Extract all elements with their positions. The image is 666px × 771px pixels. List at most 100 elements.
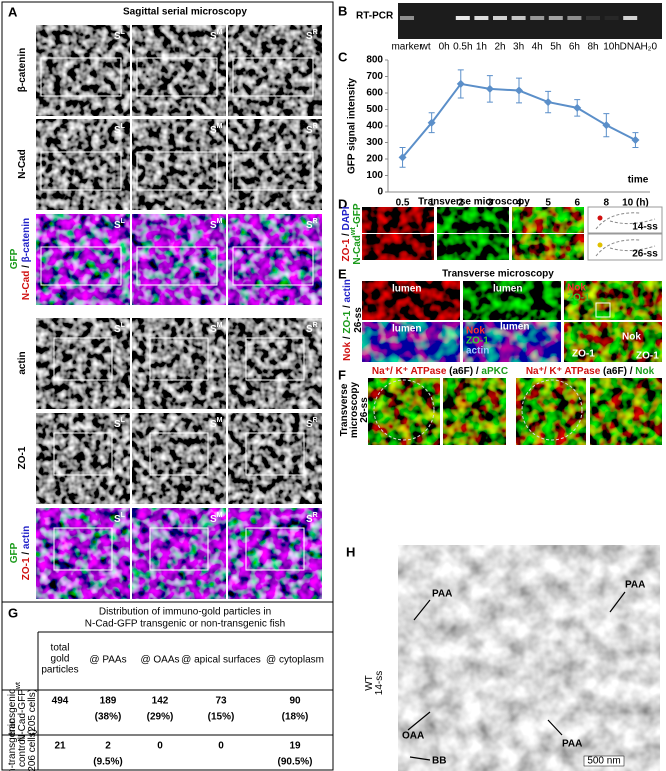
image-label: actin (466, 346, 489, 357)
row-label-line: 26-ss (353, 307, 364, 333)
gel-band (548, 16, 563, 20)
image-label: ZO-1 (466, 336, 489, 347)
label-part: WT (364, 675, 375, 691)
plane: R (313, 417, 318, 424)
gel-band (530, 16, 545, 20)
side-label: Transverse microscopy 26-ss (339, 381, 370, 438)
section-label: SL (114, 512, 126, 524)
image-label: lumen (500, 322, 529, 333)
section: S (114, 31, 121, 42)
heading: Na⁺/ K⁺ ATPase (a6F) / Nok (526, 366, 655, 377)
label-part: actin (342, 279, 353, 302)
label-part: ZO-1 (17, 446, 28, 469)
gel-band (400, 16, 414, 20)
outline (136, 57, 218, 97)
em-label: BB (432, 756, 446, 767)
marker (398, 153, 407, 162)
column-header: @ cytoplasm (266, 655, 324, 666)
section-label: SM (210, 322, 223, 334)
section-label: SM (210, 123, 223, 135)
em-label: PAA (562, 739, 582, 750)
micrograph (132, 508, 226, 599)
y-tick-label: 500 (366, 104, 383, 115)
pointer-arrow (407, 591, 626, 761)
outline (232, 151, 314, 191)
label-part: Na⁺/ K⁺ ATPase (372, 366, 447, 377)
section: S (210, 220, 217, 231)
section-label: SM (210, 417, 223, 429)
section: S (114, 419, 121, 430)
label-part: / (21, 549, 32, 557)
label-part: / (342, 334, 353, 342)
micrograph (362, 234, 434, 260)
label-part: β-catenin (17, 48, 28, 92)
table-title: N-Cad-GFP transgenic or non-transgenic f… (85, 619, 285, 630)
gel-band (567, 16, 582, 20)
x-tick-label: 6 (574, 198, 580, 209)
gel-band (604, 16, 619, 20)
row-label-line: transgenic (7, 689, 18, 735)
micrograph (36, 318, 130, 409)
plane: L (121, 218, 126, 225)
table-cell: 90 (289, 696, 301, 707)
marker (573, 103, 582, 112)
micrograph (228, 119, 322, 210)
row-label-line: ZO-1 (17, 446, 28, 469)
image-label: lumen (392, 284, 421, 295)
section: S (306, 419, 313, 430)
micrograph (512, 234, 584, 260)
row-label-line: GFP (9, 248, 20, 269)
row-label-line: N-Cad-GFPwt (15, 682, 27, 742)
schematic-line (595, 212, 656, 230)
table-cell: (9.5%) (93, 757, 122, 768)
column-header: particles (41, 665, 78, 676)
label-part: wt (350, 227, 357, 236)
outline (245, 432, 305, 476)
micrograph (362, 281, 460, 320)
table-cell: 19 (289, 741, 301, 752)
plane: M (217, 322, 223, 329)
micrograph (132, 318, 226, 409)
micrograph (132, 25, 226, 116)
micrograph (228, 318, 322, 409)
outline (53, 432, 113, 476)
outline (232, 57, 314, 97)
micrograph (36, 214, 130, 305)
lane-label: 5h (550, 42, 561, 53)
section-label: SR (306, 322, 318, 334)
outline (149, 527, 209, 571)
plane: R (313, 322, 318, 329)
outline (245, 527, 305, 571)
image-label: lumen (392, 324, 421, 335)
label-part: transgenic (7, 689, 18, 735)
side-label-line: WT (364, 675, 375, 691)
heading: Na⁺/ K⁺ ATPase (a6F) / aPKC (372, 366, 508, 377)
side-label-line: 26-ss (359, 397, 370, 423)
micrograph (368, 378, 440, 445)
micrograph (564, 281, 662, 320)
column-header: @ apical surfaces (181, 655, 261, 666)
outline (136, 151, 218, 191)
outline (232, 246, 314, 286)
row-label-line: actin (17, 351, 28, 374)
lane-label: H₂0 (640, 42, 657, 53)
plane: M (217, 29, 223, 36)
micrograph (36, 25, 130, 116)
panel-letter: E (338, 266, 347, 281)
gel-band (586, 16, 600, 20)
outline (149, 432, 209, 476)
label-part: (a6F) / (446, 366, 481, 377)
x-tick-label: 8 (604, 198, 610, 209)
y-tick-label: 100 (366, 170, 383, 181)
section: S (306, 514, 313, 525)
x-tick-label: 10 (h) (622, 198, 649, 209)
section-label: SL (114, 322, 126, 334)
section-label: SR (306, 123, 318, 135)
section: S (114, 514, 121, 525)
panel-title: Transverse microscopy (442, 269, 554, 280)
plane: R (313, 512, 318, 519)
em-image (398, 545, 660, 771)
micrograph (437, 234, 509, 260)
plane: R (313, 123, 318, 130)
